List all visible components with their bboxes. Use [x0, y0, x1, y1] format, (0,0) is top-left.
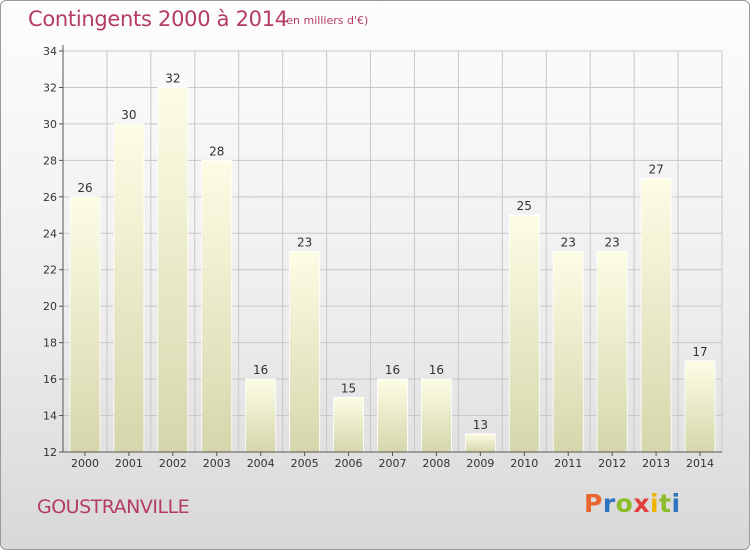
data-label: 15: [341, 381, 356, 395]
y-tick-label: 30: [43, 118, 57, 131]
y-tick-label: 16: [43, 373, 57, 386]
y-tick-label: 24: [43, 227, 57, 240]
x-tick-label: 2001: [115, 457, 143, 470]
y-tick-label: 12: [43, 446, 57, 459]
bar-2000: [69, 196, 101, 453]
data-label: 13: [473, 418, 488, 432]
data-label: 16: [385, 363, 400, 377]
y-tick-label: 32: [43, 81, 57, 94]
y-tick-label: 34: [43, 45, 57, 58]
data-label: 23: [561, 236, 576, 250]
y-tick-label: 18: [43, 337, 57, 350]
bar-2009: [464, 433, 496, 453]
data-label: 32: [165, 71, 180, 85]
data-label: 27: [648, 163, 663, 177]
proxiti-logo: Proxiti: [584, 489, 681, 518]
bar-2011: [552, 251, 584, 453]
data-label: 23: [297, 236, 312, 250]
bar-2002: [157, 87, 189, 453]
x-tick-label: 2007: [379, 457, 407, 470]
data-label: 23: [605, 236, 620, 250]
x-tick-label: 2000: [71, 457, 99, 470]
x-tick-label: 2004: [247, 457, 275, 470]
y-tick-label: 14: [43, 410, 57, 423]
bar-2013: [640, 178, 672, 453]
x-tick-label: 2014: [686, 457, 714, 470]
x-tick-label: 2003: [203, 457, 231, 470]
bar-layer: [69, 87, 716, 453]
axis-layer: [59, 45, 722, 456]
bar-2001: [113, 123, 145, 453]
bar-2006: [333, 396, 364, 453]
x-tick-label: 2002: [159, 457, 187, 470]
bar-2003: [201, 159, 233, 453]
data-label: 25: [517, 199, 532, 213]
x-tick-label: 2009: [466, 457, 494, 470]
bar-2012: [596, 251, 628, 453]
bar-2004: [245, 378, 277, 453]
logo-letter: x: [633, 489, 650, 518]
x-tick-label: 2013: [642, 457, 670, 470]
y-tick-label: 26: [43, 191, 57, 204]
data-label: 17: [692, 345, 707, 359]
logo-letter: P: [584, 489, 603, 518]
bar-2014: [684, 360, 716, 453]
logo-letter: o: [615, 489, 634, 518]
x-tick-label: 2012: [598, 457, 626, 470]
y-tick-label: 20: [43, 300, 57, 313]
chart-title: Contingents 2000 à 2014: [28, 7, 288, 31]
label-layer: 12 14 16 18 20 22 24 26 28 30 32 34 26 2000 30 2001 32 20…: [43, 45, 714, 470]
data-label: 16: [253, 363, 268, 377]
logo-letter: i: [650, 489, 660, 518]
logo-letter: t: [659, 489, 672, 518]
data-label: 26: [77, 181, 92, 195]
logo-letter: r: [602, 489, 616, 518]
chart-subtitle: (en milliers d'€): [282, 14, 369, 27]
y-tick-label: 28: [43, 154, 57, 167]
bar-2010: [508, 214, 540, 453]
data-label: 30: [121, 108, 136, 122]
x-tick-label: 2011: [554, 457, 582, 470]
logo-letter: i: [671, 489, 681, 518]
x-tick-label: 2005: [291, 457, 319, 470]
x-tick-label: 2010: [510, 457, 538, 470]
x-tick-label: 2008: [422, 457, 450, 470]
x-tick-label: 2006: [335, 457, 363, 470]
commune-name: GOUSTRANVILLE: [37, 496, 190, 518]
y-tick-label: 22: [43, 264, 57, 277]
data-label: 28: [209, 144, 224, 158]
bar-2005: [289, 251, 321, 453]
data-label: 16: [429, 363, 444, 377]
bar-2007: [377, 378, 408, 453]
bar-2008: [421, 378, 452, 453]
